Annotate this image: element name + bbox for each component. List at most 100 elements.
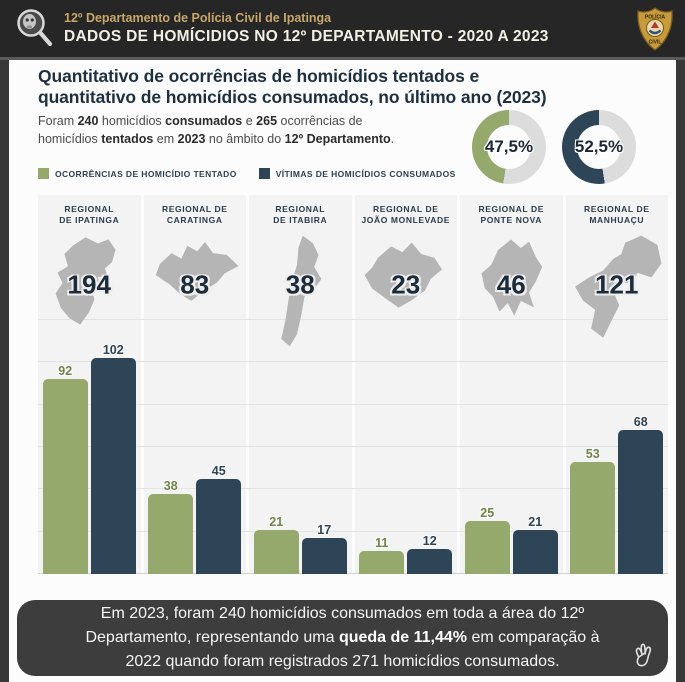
bar-value-label: 25 [480, 506, 495, 520]
page-title-line1: Quantitativo de ocorrências de homicídio… [38, 66, 480, 86]
bar-consumado [618, 430, 664, 574]
bar-consumado [301, 538, 347, 574]
regional-total: 194 [67, 269, 111, 300]
legend-item-consumado: VÍTIMAS DE HOMICÍDIOS CONSUMADOS [258, 168, 456, 179]
regional-total: 121 [595, 269, 639, 300]
gridline-0 [38, 573, 668, 574]
page-title-line2: quantitativo de homicídios consumados, n… [38, 86, 547, 107]
region-map-zone: 194 [38, 231, 141, 353]
bar-pair: 53 68 [566, 319, 669, 574]
bar-wrap: 102 [90, 343, 136, 574]
bar-tentado [42, 379, 88, 574]
regional-total: 46 [496, 269, 526, 300]
bar-value-label: 21 [528, 515, 543, 529]
bar-value-label: 102 [102, 343, 124, 357]
regional-bar-chart: REGIONAL DE IPATINGA 194 92 102 REGIONAL DE CA… [38, 195, 668, 574]
bar-pair: 92 102 [38, 319, 141, 574]
region-map-zone: 46 [460, 231, 563, 353]
bar-tentado [359, 551, 405, 574]
bar-wrap: 45 [196, 464, 242, 574]
bar-wrap: 92 [42, 364, 88, 574]
region-map-zone: 23 [355, 231, 458, 353]
region-map-zone: 83 [144, 231, 247, 353]
region-map-shape-icon [481, 239, 543, 316]
legend-swatch-green [38, 168, 49, 179]
regional-column-5: REGIONAL DE PONTE NOVA 46 25 21 [460, 195, 563, 574]
bar-value-label: 17 [317, 523, 332, 537]
bar-value-label: 92 [58, 364, 73, 378]
region-map-zone: 38 [249, 231, 352, 353]
legend-item-tentado: OCORRÊNCIAS DE HOMICÍDIO TENTADO [38, 168, 237, 179]
gridline-80 [38, 404, 668, 405]
report-title: DADOS DE HOMÍCIDIOS NO 12º DEPARTAMENTO … [64, 27, 549, 45]
regional-columns: REGIONAL DE IPATINGA 194 92 102 REGIONAL DE CA… [38, 195, 668, 574]
bar-wrap: 17 [301, 523, 347, 574]
donut-percent-label: 47,5% [484, 137, 534, 156]
regional-column-4: REGIONAL DE JOÃO MONLEVADE 23 11 12 [354, 195, 458, 574]
region-map-shape-icon [55, 237, 116, 325]
bar-consumado [90, 358, 136, 574]
bar-wrap: 53 [570, 447, 616, 574]
bar-pair: 38 45 [144, 319, 247, 574]
regional-label: REGIONAL DE MANHUAÇU [584, 204, 650, 226]
regional-label: REGIONAL DE IPATINGA [59, 204, 120, 226]
gridline-100 [38, 361, 668, 362]
bar-wrap: 38 [148, 479, 194, 574]
bar-tentado [464, 521, 510, 574]
bar-consumado [196, 479, 242, 574]
region-map-shape-icon [155, 242, 239, 301]
policia-civil-badge-icon: POLÍCIA CIVIL [637, 7, 673, 51]
region-map-zone: 121 [566, 231, 669, 353]
bar-consumado [512, 530, 558, 574]
donut-hole [487, 125, 531, 169]
chart-gridlines [38, 319, 668, 574]
regional-label: REGIONAL DE JOÃO MONLEVADE [361, 204, 451, 226]
bar-consumado [407, 549, 453, 574]
regional-label: REGIONAL DE PONTE NOVA [478, 204, 544, 226]
regional-column-1: REGIONAL DE IPATINGA 194 92 102 [38, 195, 141, 574]
content-panel: Quantitativo de ocorrências de homicídio… [9, 60, 676, 682]
donut-charts: 47,5% 52,5% [472, 110, 636, 184]
regional-total: 83 [180, 269, 210, 300]
bar-tentado [253, 530, 299, 574]
badge-top-text: POLÍCIA [645, 13, 666, 21]
bar-tentado [148, 494, 194, 574]
donut-chart-consumado: 52,5% [562, 110, 636, 184]
header-titles: 12º Departamento de Polícia Civil de Ipa… [64, 11, 549, 46]
donut-hole [577, 125, 621, 169]
bar-wrap: 21 [253, 515, 299, 574]
regional-column-2: REGIONAL DE CARATINGA 83 38 45 [143, 195, 247, 574]
bar-wrap: 21 [512, 515, 558, 574]
bar-value-label: 12 [422, 534, 437, 548]
donut-chart-tentado: 47,5% [472, 110, 546, 184]
magnifier-skull-logo-icon [17, 8, 53, 46]
footer-note: Em 2023, foram 240 homicídios consumados… [17, 600, 668, 676]
bar-value-label: 38 [163, 479, 178, 493]
regional-total: 38 [285, 269, 315, 300]
bar-value-label: 68 [633, 415, 648, 429]
region-map-shape-icon [364, 242, 442, 308]
gridline-120 [38, 319, 668, 320]
bar-pair: 25 21 [460, 319, 563, 574]
bar-wrap: 12 [407, 534, 453, 574]
bar-pair: 21 17 [249, 319, 352, 574]
chart-legend: OCORRÊNCIAS DE HOMICÍDIO TENTADO VÍTIMAS… [38, 168, 456, 179]
legend-swatch-navy [258, 168, 270, 179]
gridline-60 [38, 446, 668, 447]
page-title: Quantitativo de ocorrências de homicídio… [38, 66, 547, 107]
bar-tentado [570, 462, 616, 574]
bar-value-label: 21 [269, 515, 284, 529]
footer-text: Em 2023, foram 240 homicídios consumados… [85, 605, 600, 670]
regional-column-6: REGIONAL DE MANHUAÇU 121 53 68 [565, 195, 669, 574]
legend-label-consumado: VÍTIMAS DE HOMICÍDIOS CONSUMADOS [275, 168, 456, 179]
bar-wrap: 25 [464, 506, 510, 574]
region-map-shape-icon [574, 235, 661, 338]
header-bar: 12º Departamento de Polícia Civil de Ipa… [0, 0, 685, 60]
department-name: 12º Departamento de Polícia Civil de Ipa… [64, 11, 332, 25]
bar-value-label: 11 [375, 536, 389, 550]
bar-value-label: 53 [585, 447, 600, 461]
bar-wrap: 68 [618, 415, 664, 574]
regional-column-3: REGIONAL DE ITABIRA 38 21 17 [249, 195, 352, 574]
legend-label-tentado: OCORRÊNCIAS DE HOMICÍDIO TENTADO [55, 168, 237, 179]
victory-hand-icon [635, 643, 652, 667]
